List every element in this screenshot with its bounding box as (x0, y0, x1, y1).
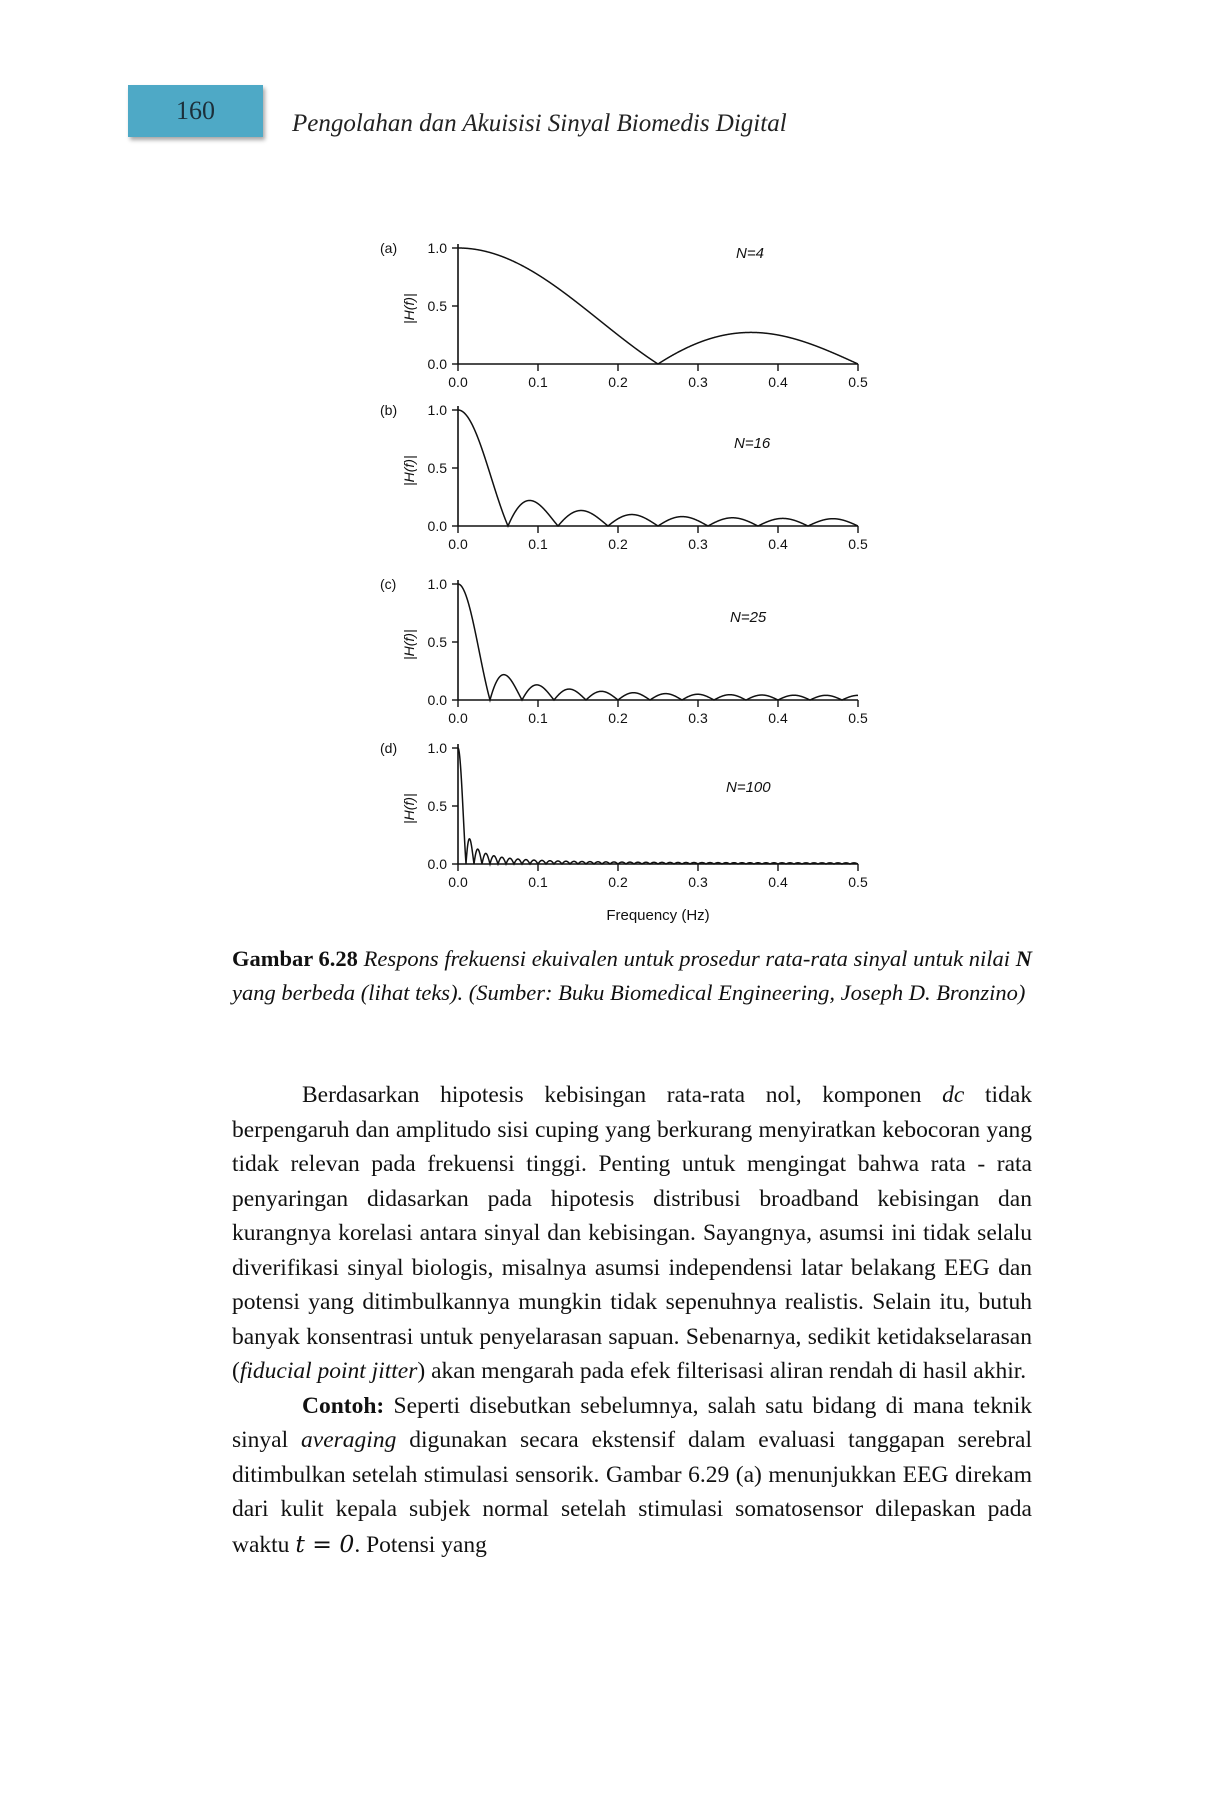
x-tick-label: 0.3 (688, 710, 708, 726)
response-curve (457, 747, 859, 867)
paragraph-1: Berdasarkan hipotesis kebisingan rata-ra… (232, 1078, 1032, 1389)
x-tick-label: 0.2 (608, 874, 628, 890)
x-tick-label: 0.4 (768, 374, 788, 390)
frequency-response-figure: 0.0 0.5 1.0 0.0 0.1 0.2 0.3 0.4 0.5 (a) |H(f)| N=4 0… (380, 230, 900, 930)
y-axis-label: |H(f)| (401, 455, 417, 486)
y-axis-label: |H(f)| (401, 629, 417, 660)
x-tick-label: 0.0 (448, 874, 468, 890)
x-tick-label: 0.4 (768, 710, 788, 726)
y-tick-label: 0.0 (428, 692, 448, 708)
response-curve (457, 583, 858, 703)
x-tick-label: 0.0 (448, 374, 468, 390)
x-tick-label: 0.0 (448, 710, 468, 726)
n-label: N=25 (730, 609, 767, 626)
x-axis-label: Frequency (Hz) (606, 907, 709, 924)
y-tick-label: 1.0 (428, 740, 448, 756)
x-tick-label: 0.5 (848, 710, 868, 726)
page-number: 160 (176, 96, 215, 125)
y-tick-label: 0.0 (428, 356, 448, 372)
y-tick-label: 0.0 (428, 518, 448, 534)
p1-italic-jitter: fiducial point jitter (239, 1358, 418, 1384)
y-tick-label: 1.0 (428, 576, 448, 592)
figure-svg: 0.00.51.00.0 0.1 0.2 0.3 0.4 0.5(a)|H(f)|N=40… (380, 240, 868, 924)
p2-italic-averaging: averaging (301, 1427, 397, 1453)
x-tick-label: 0.1 (528, 710, 548, 726)
y-tick-label: 0.5 (428, 634, 448, 650)
y-tick-label: 0.5 (428, 460, 448, 476)
n-label: N=4 (736, 245, 764, 262)
x-tick-label: 0.2 (608, 710, 628, 726)
p2-math: t = 0 (295, 1529, 355, 1558)
y-axis-label: |H(f)| (401, 293, 417, 324)
p1-text-1: Berdasarkan hipotesis kebisingan rata-ra… (302, 1082, 922, 1108)
y-tick-label: 0.5 (428, 798, 448, 814)
page-number-box: 160 (128, 85, 263, 137)
x-tick-label: 0.3 (688, 374, 708, 390)
p1-text-3: ) akan mengarah pada efek filterisasi al… (417, 1358, 1027, 1384)
p1-text-2: tidak berpengaruh dan amplitudo sisi cup… (232, 1082, 1033, 1384)
p2-bold-contoh: Contoh: (302, 1392, 385, 1419)
x-tick-label: 0.3 (688, 536, 708, 552)
caption-text-after: yang berbeda (lihat teks). (Sumber: Buku… (232, 980, 1026, 1005)
running-head: Pengolahan dan Akuisisi Sinyal Biomedis … (292, 110, 787, 137)
caption-var: N (1015, 946, 1033, 971)
caption-label: Gambar 6.28 (232, 946, 358, 971)
p2-text-3: . Potensi yang (354, 1531, 487, 1558)
x-tick-label: 0.0 (448, 536, 468, 552)
paragraph-2: Contoh: Seperti disebutkan sebelumnya, s… (232, 1389, 1032, 1563)
y-tick-label: 1.0 (428, 402, 448, 418)
x-tick-label: 0.3 (688, 874, 708, 890)
x-tick-label: 0.1 (528, 536, 548, 552)
response-curve (458, 409, 859, 528)
x-tick-label: 0.2 (608, 374, 628, 390)
panel-tag: (a) (380, 240, 397, 256)
n-label: N=100 (726, 779, 771, 796)
p1-italic-dc: dc (942, 1082, 965, 1108)
panel-tag: (c) (380, 576, 396, 592)
figure-caption: Gambar 6.28 Respons frekuensi ekuivalen … (232, 942, 1032, 1010)
panel-tag: (b) (380, 402, 397, 418)
x-tick-label: 0.5 (848, 536, 868, 552)
y-tick-label: 0.5 (428, 298, 448, 314)
p2-text-1: Seperti disebutkan sebelumnya, salah sat… (232, 1392, 1032, 1454)
x-tick-label: 0.5 (848, 374, 868, 390)
caption-text-before: Respons frekuensi ekuivalen untuk prosed… (363, 946, 1011, 971)
x-tick-label: 0.5 (848, 874, 868, 890)
panel-tag: (d) (380, 740, 397, 756)
y-tick-label: 0.0 (428, 856, 448, 872)
x-tick-label: 0.1 (528, 374, 548, 390)
body-text: Berdasarkan hipotesis kebisingan rata-ra… (232, 1078, 1032, 1562)
x-tick-label: 0.2 (608, 536, 628, 552)
y-axis-label: |H(f)| (401, 793, 417, 824)
p2-text-2: digunakan secara ekstensif dalam evaluas… (232, 1427, 1033, 1558)
x-tick-label: 0.4 (768, 874, 788, 890)
y-tick-label: 1.0 (428, 240, 448, 256)
x-tick-label: 0.4 (768, 536, 788, 552)
response-curve (458, 247, 859, 365)
x-tick-label: 0.1 (528, 874, 548, 890)
n-label: N=16 (734, 435, 771, 452)
